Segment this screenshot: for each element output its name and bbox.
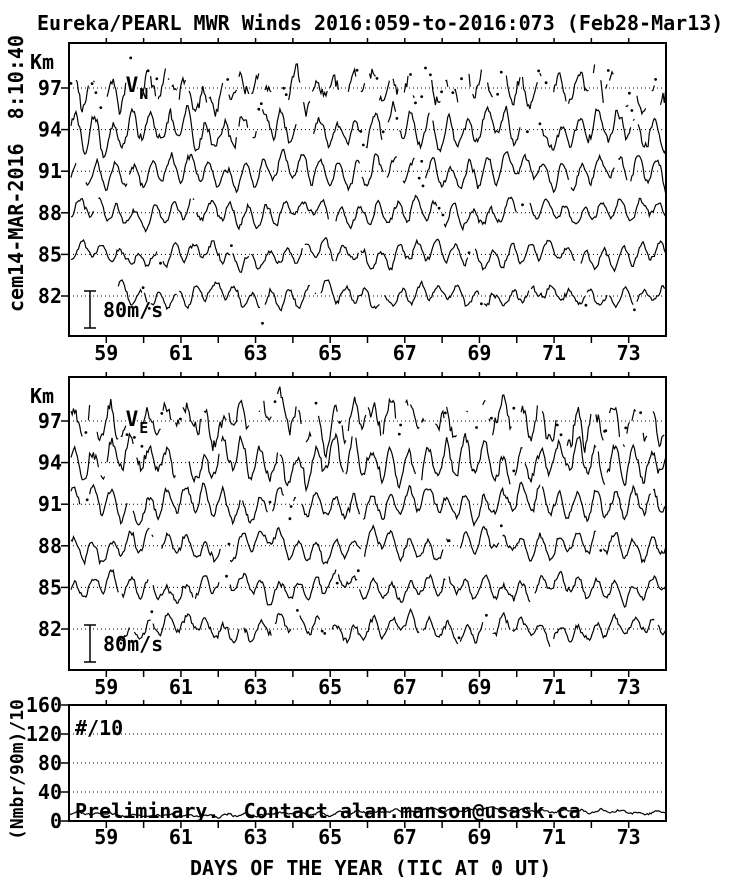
tick-label: 71	[542, 825, 566, 849]
tick-label: 97	[38, 76, 62, 100]
tick-label: 65	[318, 675, 342, 699]
vn-km-axis-label: Km	[30, 50, 55, 74]
vn-scalebar-label: 80m/s	[103, 298, 164, 322]
tick-label: 94	[38, 118, 62, 142]
tick-label: 160	[26, 693, 62, 717]
tick-label: 97	[38, 409, 62, 433]
tick-label: 69	[467, 341, 491, 365]
figure-title: Eureka/PEARL MWR Winds 2016:059-to-2016:…	[37, 11, 724, 35]
tick-label: 71	[542, 675, 566, 699]
eastward-wind-panel: 97 94 91 88 85 82 59 61 63 65 67 69 71 73	[38, 372, 667, 699]
count-axis-label: (Nmbr/90m)/10	[7, 699, 28, 840]
vn-panel-label-sub: N	[139, 85, 149, 104]
northward-wind-panel: 97 94 91 88 85 82 59 61 63 65 67 69 71 73	[38, 38, 667, 365]
tick-label: 0	[50, 809, 62, 833]
tick-label: 91	[38, 492, 62, 516]
tick-label: 88	[38, 534, 62, 558]
tick-label: 67	[393, 675, 417, 699]
side-timestamp: cem14-MAR-2016 8:10:40	[4, 35, 28, 312]
tick-label: 67	[393, 341, 417, 365]
meteor-count-panel: 0 40 80 120 160 59 61 63 65 67 69 71 73	[26, 693, 667, 849]
tick-label: 59	[94, 825, 118, 849]
x-axis-title: DAYS OF THE YEAR (TIC AT 0 UT)	[190, 856, 552, 877]
tick-label: 69	[467, 675, 491, 699]
tick-label: 63	[244, 825, 268, 849]
tick-label: 73	[617, 675, 641, 699]
tick-label: 85	[38, 242, 62, 266]
tick-label: 94	[38, 451, 62, 475]
tick-label: 71	[542, 341, 566, 365]
count-panel-label: #/10	[75, 716, 124, 740]
tick-label: 73	[617, 825, 641, 849]
tick-label: 82	[38, 284, 62, 308]
tick-label: 65	[318, 825, 342, 849]
tick-label: 61	[169, 675, 193, 699]
tick-label: 80	[38, 751, 62, 775]
ve-panel-label: VE	[75, 383, 149, 459]
tick-label: 63	[244, 341, 268, 365]
tick-label: 65	[318, 341, 342, 365]
ve-km-axis-label: Km	[30, 384, 55, 408]
preliminary-note: Preliminary. Contact alan.manson@usask.c…	[75, 799, 581, 823]
tick-label: 88	[38, 201, 62, 225]
vn-panel-label-main: V	[125, 73, 139, 97]
tick-label: 67	[393, 825, 417, 849]
tick-label: 82	[38, 617, 62, 641]
ve-panel-label-sub: E	[139, 419, 149, 438]
tick-label: 73	[617, 341, 641, 365]
tick-label: 85	[38, 575, 62, 599]
tick-label: 63	[244, 675, 268, 699]
tick-label: 91	[38, 159, 62, 183]
tick-label: 120	[26, 722, 62, 746]
tick-label: 69	[467, 825, 491, 849]
tick-label: 59	[94, 675, 118, 699]
tick-label: 61	[169, 341, 193, 365]
ve-panel-label-main: V	[125, 407, 139, 431]
ve-scalebar-label: 80m/s	[103, 632, 164, 656]
tick-label: 61	[169, 825, 193, 849]
tick-label: 40	[38, 780, 62, 804]
tick-label: 59	[94, 341, 118, 365]
vn-panel-label: VN	[75, 49, 149, 125]
